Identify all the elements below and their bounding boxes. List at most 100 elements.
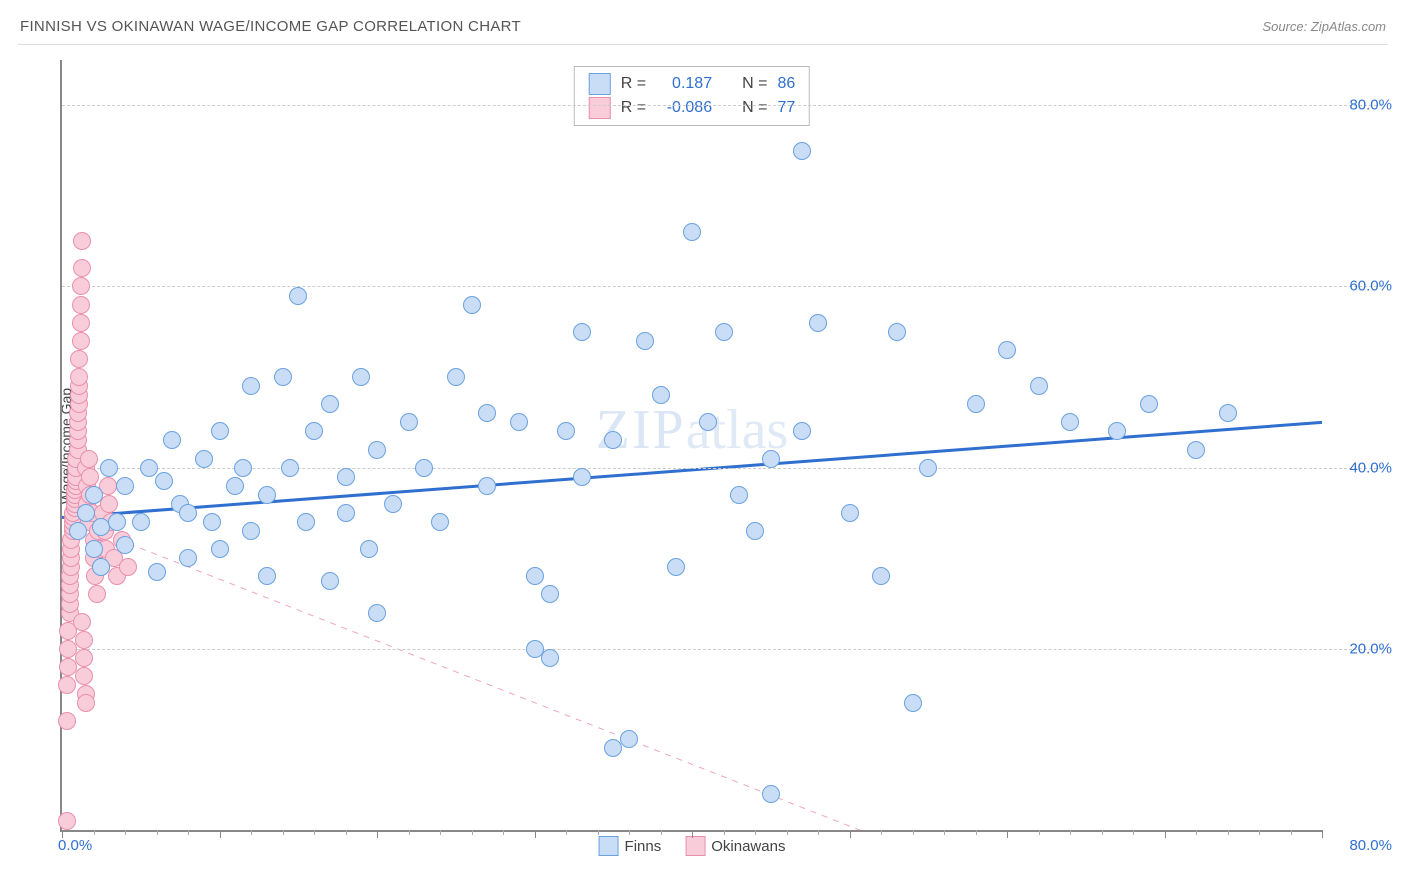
data-point-finns	[360, 540, 378, 558]
x-tick-minor	[125, 830, 126, 835]
data-point-finns	[69, 522, 87, 540]
data-point-finns	[384, 495, 402, 513]
x-tick-minor	[629, 830, 630, 835]
x-tick-minor	[661, 830, 662, 835]
x-tick-minor	[724, 830, 725, 835]
data-point-finns	[1187, 441, 1205, 459]
x-tick-minor	[314, 830, 315, 835]
r-value-okinawans: -0.086	[656, 99, 712, 117]
x-tick-minor	[1196, 830, 1197, 835]
data-point-finns	[92, 558, 110, 576]
data-point-finns	[281, 459, 299, 477]
corr-row-okinawans: R = -0.086 N = 77	[589, 97, 795, 119]
data-point-okinawans	[58, 676, 76, 694]
n-label: N =	[742, 75, 767, 93]
data-point-finns	[242, 522, 260, 540]
title-divider	[18, 44, 1388, 45]
plot-area: ZIPatlas R = 0.187 N = 86 R = -0.086 N =…	[60, 60, 1322, 832]
data-point-finns	[620, 730, 638, 748]
data-point-finns	[289, 287, 307, 305]
data-point-finns	[100, 459, 118, 477]
gridline	[62, 105, 1382, 106]
legend-item-okinawans: Okinawans	[685, 836, 785, 856]
data-point-finns	[368, 604, 386, 622]
data-point-finns	[400, 413, 418, 431]
data-point-okinawans	[75, 649, 93, 667]
data-point-finns	[140, 459, 158, 477]
data-point-finns	[478, 477, 496, 495]
title-bar: FINNISH VS OKINAWAN WAGE/INCOME GAP CORR…	[20, 18, 1386, 35]
data-point-finns	[730, 486, 748, 504]
data-point-finns	[415, 459, 433, 477]
data-point-finns	[211, 422, 229, 440]
data-point-finns	[573, 468, 591, 486]
data-point-finns	[226, 477, 244, 495]
x-tick-minor	[503, 830, 504, 835]
n-label: N =	[742, 99, 767, 117]
data-point-finns	[998, 341, 1016, 359]
trend-line	[62, 517, 1322, 830]
data-point-finns	[762, 450, 780, 468]
x-tick-minor	[251, 830, 252, 835]
data-point-finns	[337, 504, 355, 522]
n-value-finns: 86	[777, 75, 795, 93]
data-point-finns	[305, 422, 323, 440]
swatch-finns	[599, 836, 619, 856]
data-point-finns	[967, 395, 985, 413]
data-point-finns	[1030, 377, 1048, 395]
x-tick-minor	[157, 830, 158, 835]
data-point-okinawans	[72, 277, 90, 295]
data-point-okinawans	[72, 314, 90, 332]
data-point-finns	[337, 468, 355, 486]
correlation-legend: R = 0.187 N = 86 R = -0.086 N = 77	[574, 66, 810, 126]
x-tick-minor	[818, 830, 819, 835]
data-point-okinawans	[88, 585, 106, 603]
data-point-okinawans	[72, 296, 90, 314]
data-point-finns	[699, 413, 717, 431]
x-tick-minor	[440, 830, 441, 835]
x-tick-minor	[944, 830, 945, 835]
data-point-finns	[841, 504, 859, 522]
data-point-finns	[904, 694, 922, 712]
n-value-okinawans: 77	[777, 99, 795, 117]
swatch-okinawans	[685, 836, 705, 856]
data-point-okinawans	[58, 712, 76, 730]
data-point-finns	[557, 422, 575, 440]
x-tick-minor	[566, 830, 567, 835]
data-point-finns	[793, 142, 811, 160]
data-point-finns	[888, 323, 906, 341]
swatch-okinawans	[589, 97, 611, 119]
data-point-finns	[148, 563, 166, 581]
data-point-finns	[541, 649, 559, 667]
data-point-finns	[1140, 395, 1158, 413]
x-tick-minor	[1133, 830, 1134, 835]
swatch-finns	[589, 73, 611, 95]
legend-label-finns: Finns	[625, 838, 662, 855]
data-point-finns	[573, 323, 591, 341]
x-tick-minor	[472, 830, 473, 835]
x-tick	[377, 830, 378, 838]
x-tick	[535, 830, 536, 838]
data-point-okinawans	[73, 232, 91, 250]
data-point-finns	[1219, 404, 1237, 422]
x-tick-minor	[188, 830, 189, 835]
x-tick-minor	[1102, 830, 1103, 835]
data-point-finns	[179, 549, 197, 567]
data-point-finns	[116, 536, 134, 554]
data-point-finns	[636, 332, 654, 350]
r-value-finns: 0.187	[656, 75, 712, 93]
data-point-finns	[715, 323, 733, 341]
x-tick-minor	[976, 830, 977, 835]
watermark: ZIPatlas	[596, 398, 789, 462]
data-point-okinawans	[75, 631, 93, 649]
x-tick	[850, 830, 851, 838]
data-point-finns	[203, 513, 221, 531]
data-point-finns	[431, 513, 449, 531]
x-tick-minor	[755, 830, 756, 835]
data-point-finns	[604, 431, 622, 449]
data-point-finns	[77, 504, 95, 522]
x-tick-minor	[787, 830, 788, 835]
data-point-finns	[234, 459, 252, 477]
data-point-okinawans	[72, 332, 90, 350]
data-point-finns	[447, 368, 465, 386]
